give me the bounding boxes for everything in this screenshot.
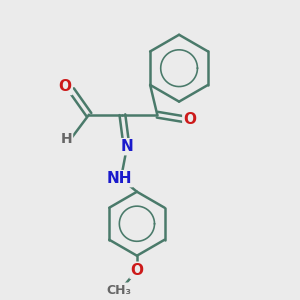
Text: NH: NH — [107, 171, 132, 186]
Text: O: O — [130, 263, 143, 278]
Text: O: O — [58, 79, 72, 94]
Text: O: O — [183, 112, 196, 127]
Text: H: H — [61, 132, 72, 146]
Text: CH₃: CH₃ — [106, 284, 131, 296]
Text: N: N — [121, 139, 134, 154]
